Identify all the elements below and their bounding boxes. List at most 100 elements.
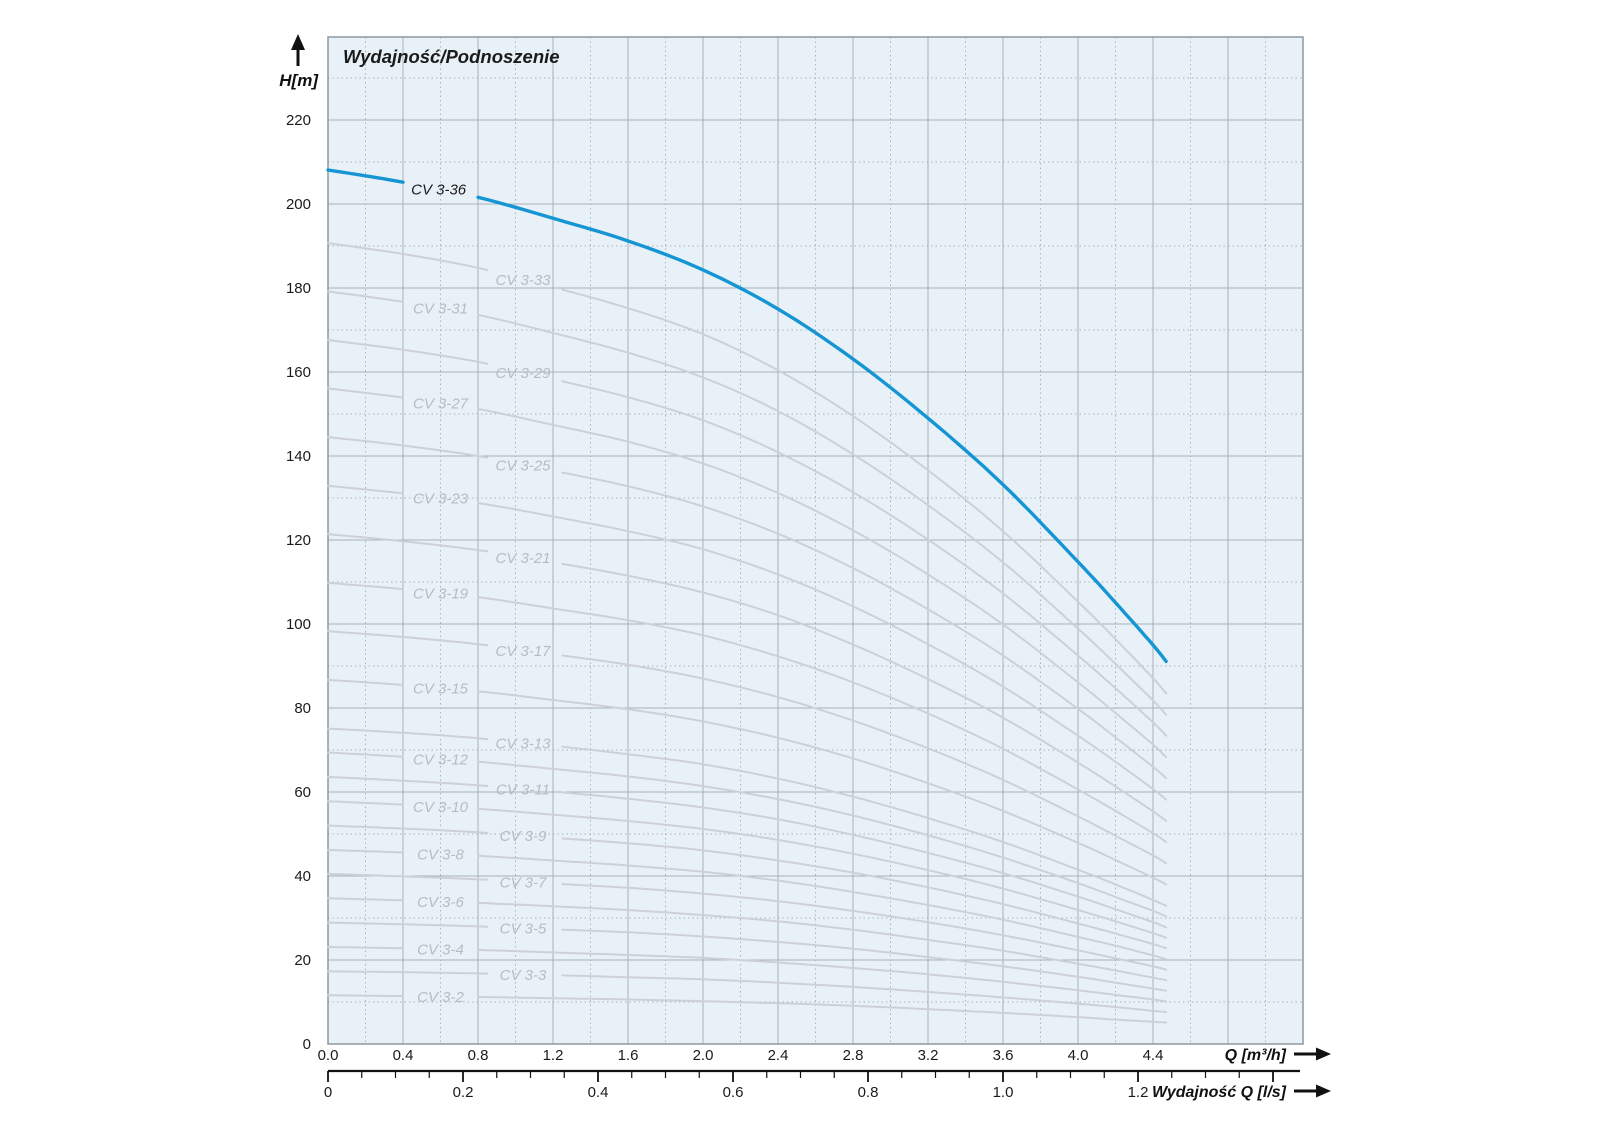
curve-label-CV-3-21: CV 3-21 (495, 550, 550, 567)
curve-CV-3-31 (477, 313, 1168, 716)
curve-label-CV-3-15: CV 3-15 (413, 680, 469, 697)
curve-label-CV-3-17: CV 3-17 (495, 643, 551, 660)
curve-CV-3-5 (561, 928, 1168, 992)
curve-CV-3-8 (327, 849, 404, 854)
curve-label-CV-3-23: CV 3-23 (413, 490, 469, 507)
x-axis-m3h-title: Q [m³/h] (1225, 1047, 1287, 1064)
curve-label-CV-3-19: CV 3-19 (413, 585, 469, 602)
curve-CV-3-7 (561, 883, 1168, 971)
ls-tick-0: 0 (324, 1084, 332, 1101)
curve-CV-3-10 (327, 800, 404, 806)
ls-tick-1.2: 1.2 (1128, 1084, 1149, 1101)
curve-label-CV-3-6: CV 3-6 (417, 894, 464, 911)
curve-label-CV-3-8: CV 3-8 (417, 847, 464, 864)
curve-CV-3-15 (327, 678, 404, 686)
curve-CV-3-2 (327, 994, 404, 998)
curve-CV-3-8 (477, 854, 1168, 961)
curve-CV-3-17 (561, 654, 1168, 865)
x-tick-0.0: 0.0 (318, 1047, 339, 1064)
curve-CV-3-4 (477, 948, 1168, 1003)
curve-label-CV-3-9: CV 3-9 (500, 828, 547, 845)
curve-label-CV-3-5: CV 3-5 (500, 921, 547, 938)
y-tick-120: 120 (286, 532, 311, 549)
curve-CV-3-33 (327, 242, 489, 271)
curve-CV-3-9 (327, 824, 489, 834)
curve-labels: CV 3-2 CV 3-3 CV 3-4 CV 3-5 CV 3-6 CV 3-7 CV 3… (411, 182, 551, 1006)
ls-tick-0.6: 0.6 (723, 1084, 744, 1101)
x-tick-2.4: 2.4 (768, 1047, 789, 1064)
curve-label-CV-3-2: CV 3-2 (417, 989, 464, 1006)
curve-CV-3-21 (561, 562, 1168, 822)
curve-CV-3-12 (327, 751, 404, 758)
curve-CV-3-21 (327, 533, 489, 553)
y-tick-100: 100 (286, 616, 311, 633)
y-tick-200: 200 (286, 196, 311, 213)
curve-CV-3-36 (476, 195, 1168, 664)
x-tick-3.6: 3.6 (993, 1047, 1014, 1064)
ls-tick-0.4: 0.4 (588, 1084, 609, 1101)
ls-ruler (327, 1069, 1300, 1082)
curve-label-CV-3-7: CV 3-7 (500, 874, 547, 891)
curve-label-CV-3-33: CV 3-33 (495, 272, 551, 289)
curve-CV-3-27 (477, 408, 1168, 759)
curve-label-CV-3-25: CV 3-25 (495, 457, 551, 474)
curve-label-CV-3-4: CV 3-4 (417, 942, 464, 959)
curve-CV-3-4 (327, 946, 404, 950)
curve-CV-3-19 (477, 596, 1168, 843)
curve-label-CV-3-13: CV 3-13 (495, 735, 551, 752)
y-tick-140: 140 (286, 448, 311, 465)
ls-tick-0.2: 0.2 (453, 1084, 474, 1101)
y-tick-60: 60 (294, 784, 311, 801)
curve-CV-3-29 (561, 380, 1168, 737)
y-tick-180: 180 (286, 280, 311, 297)
curve-CV-3-33 (561, 288, 1168, 695)
y-tick-160: 160 (286, 364, 311, 381)
curve-CV-3-36 (326, 168, 405, 184)
curve-CV-3-13 (327, 727, 489, 741)
plot-border (327, 36, 1304, 1045)
curve-CV-3-11 (561, 791, 1168, 929)
curve-CV-3-10 (477, 807, 1168, 939)
x-tick-0.8: 0.8 (468, 1047, 489, 1064)
curve-CV-3-25 (561, 471, 1168, 780)
curve-CV-3-31 (327, 290, 404, 303)
curve-CV-3-9 (561, 837, 1168, 950)
curve-CV-3-15 (477, 690, 1168, 886)
curve-CV-3-7 (327, 872, 489, 881)
x-axis-ls-arrow-icon (1294, 1084, 1331, 1098)
x-tick-1.6: 1.6 (618, 1047, 639, 1064)
curve-CV-3-23 (327, 484, 404, 495)
x-tick-1.2: 1.2 (543, 1047, 564, 1064)
curve-CV-3-11 (327, 775, 489, 787)
x-axis-ls-title: Wydajność Q [l/s] (1152, 1084, 1287, 1101)
curve-label-CV-3-27: CV 3-27 (413, 395, 469, 412)
y-tick-220: 220 (286, 112, 311, 129)
curve-CV-3-25 (327, 436, 489, 459)
ls-tick-1.0: 1.0 (993, 1084, 1014, 1101)
y-axis-arrow-icon (291, 34, 305, 66)
curve-label-CV-3-29: CV 3-29 (495, 365, 551, 382)
curve-CV-3-17 (327, 630, 489, 647)
curve-CV-3-23 (477, 502, 1168, 801)
ls-tick-0.8: 0.8 (858, 1084, 879, 1101)
chart-title: Wydajność/Podnoszenie (343, 46, 560, 67)
y-tick-40: 40 (294, 868, 311, 885)
x-tick-3.2: 3.2 (918, 1047, 939, 1064)
x-axis-m3h-ticks: 0.0 0.4 0.8 1.2 1.6 2.0 2.4 2.8 3.2 3.6 4.0 4.4 (318, 1047, 1164, 1064)
curve-label-CV-3-31: CV 3-31 (413, 300, 468, 317)
curve-label-CV-3-3: CV 3-3 (500, 967, 547, 984)
y-tick-80: 80 (294, 700, 311, 717)
y-tick-20: 20 (294, 952, 311, 969)
curve-CV-3-29 (327, 339, 489, 365)
x-tick-2.0: 2.0 (693, 1047, 714, 1064)
y-axis-title: H[m] (279, 71, 319, 90)
curve-CV-3-13 (561, 745, 1168, 907)
y-axis-ticks: 0 20 40 60 80 100 120 140 160 180 200 220 (286, 112, 311, 1053)
curve-label-CV-3-36: CV 3-36 (411, 182, 467, 199)
x-tick-4.0: 4.0 (1068, 1047, 1089, 1064)
curve-label-CV-3-11: CV 3-11 (496, 782, 550, 799)
x-tick-0.4: 0.4 (393, 1047, 414, 1064)
curve-label-CV-3-12: CV 3-12 (413, 752, 469, 769)
curve-label-CV-3-10: CV 3-10 (413, 799, 469, 816)
